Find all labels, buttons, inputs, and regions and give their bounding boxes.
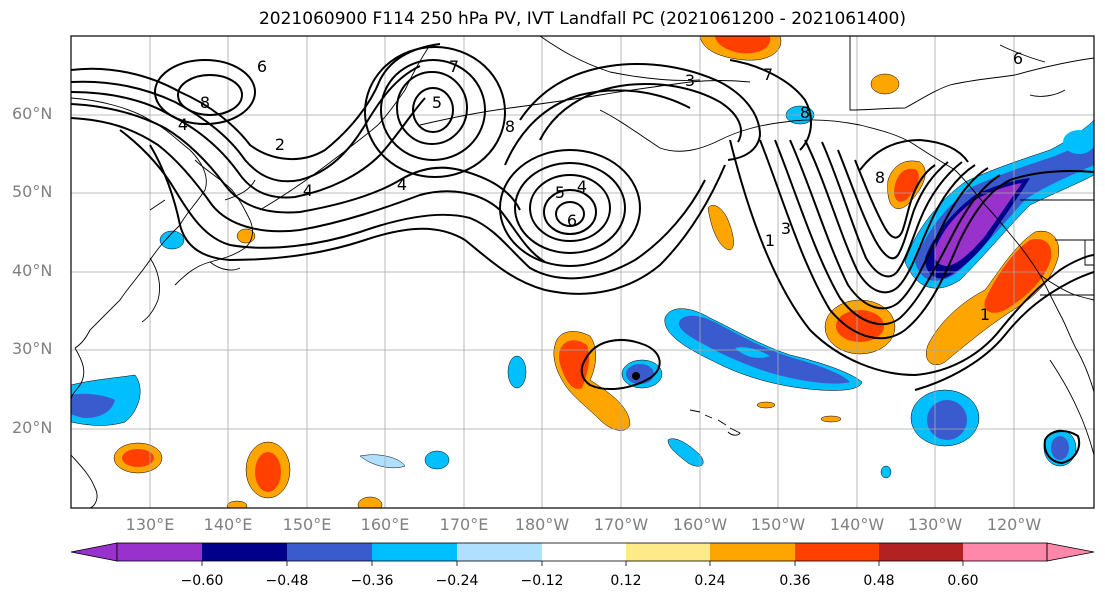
colorbar-max-arrow: [1046, 542, 1095, 562]
map-frame: [70, 35, 1095, 509]
colorbar-tick-label: −0.12: [520, 573, 564, 589]
colorbar-segment: [963, 543, 1047, 561]
colorbar: [70, 542, 1095, 566]
negative-anomaly: [159, 230, 185, 250]
colorbar-tick-label: −0.24: [435, 573, 479, 589]
contour-label: 1: [980, 305, 990, 324]
colorbar-segment: [372, 543, 457, 561]
positive-anomaly: [357, 496, 383, 508]
contour-label: 5: [432, 93, 442, 112]
contour-label: 3: [781, 219, 791, 238]
contour-label: 4: [397, 175, 407, 194]
contour-label: 4: [303, 181, 313, 200]
lon-label: 150°W: [750, 515, 806, 534]
lon-label: 160°W: [672, 515, 728, 534]
lon-label: 170°E: [439, 515, 489, 534]
pv-contours: [71, 43, 1094, 465]
contour-label: 8: [200, 93, 210, 112]
contour-label: 3: [685, 71, 695, 90]
contour-label: 7: [449, 57, 459, 76]
lon-label: 160°E: [360, 515, 410, 534]
lon-label: 150°E: [282, 515, 332, 534]
colorbar-tick-label: 0.12: [610, 573, 642, 589]
contour-label: 2: [275, 135, 285, 154]
negative-anomaly: [359, 454, 406, 469]
contour-label: 7: [763, 65, 773, 84]
contour-label: 1: [765, 231, 775, 250]
colorbar-segment: [457, 543, 542, 561]
contour-labels: 6 8 4 2 4 4 7 5 8 5 4 6 3 7 8 1 3 8 1 6: [178, 49, 1023, 324]
contour-label: 6: [567, 211, 577, 230]
positive-anomaly: [870, 73, 900, 95]
contour-label: 6: [257, 57, 267, 76]
contour-label: 6: [1013, 49, 1023, 68]
positive-anomaly: [894, 168, 919, 202]
colorbar-segment: [202, 543, 287, 561]
positive-anomaly: [820, 415, 842, 423]
colorbar-tick-label: 0.36: [779, 573, 811, 589]
colorbar-tick-label: 0.48: [863, 573, 895, 589]
negative-anomaly: [927, 400, 967, 440]
negative-anomaly: [424, 450, 450, 470]
negative-anomaly: [1063, 130, 1094, 154]
lon-label: 130°W: [907, 515, 963, 534]
positive-anomaly: [715, 36, 771, 54]
colorbar-segment: [626, 543, 710, 561]
negative-anomaly: [507, 355, 527, 389]
negative-anomaly: [667, 438, 704, 467]
contour-label: 8: [875, 168, 885, 187]
positive-anomaly: [558, 340, 590, 389]
positive-anomaly: [756, 401, 776, 409]
pv-anomaly-fields: [71, 36, 1094, 508]
positive-anomaly: [836, 310, 884, 342]
colorbar-segment: [710, 543, 795, 561]
map-area: 6 8 4 2 4 4 7 5 8 5 4 6 3 7 8 1 3 8 1 6: [71, 36, 1094, 508]
positive-anomaly: [236, 228, 256, 244]
lon-label: 120°W: [986, 515, 1042, 534]
colorbar-tick-label: −0.60: [180, 573, 224, 589]
lon-label: 140°E: [203, 515, 253, 534]
negative-anomaly: [934, 183, 1022, 266]
lat-label: 20°N: [12, 418, 53, 437]
colorbar-min-arrow: [70, 542, 118, 562]
colorbar-tick-label: 0.24: [694, 573, 726, 589]
lon-label: 140°W: [829, 515, 885, 534]
positive-anomaly: [122, 449, 154, 467]
contour-label: 4: [577, 177, 587, 196]
lat-label: 60°N: [12, 104, 53, 123]
positive-anomaly: [255, 452, 281, 492]
colorbar-tick-label: −0.36: [350, 573, 394, 589]
plot-title: 2021060900 F114 250 hPa PV, IVT Landfall…: [258, 9, 906, 29]
positive-anomaly: [707, 205, 734, 251]
positive-anomaly: [984, 239, 1052, 313]
colorbar-segment: [879, 543, 963, 561]
colorbar-tick-label: 0.60: [947, 573, 979, 589]
positive-anomaly: [226, 500, 248, 508]
colorbar-tick-label: −0.48: [265, 573, 309, 589]
contour-label: 8: [800, 103, 810, 122]
lat-label: 40°N: [12, 261, 53, 280]
contour-label: 4: [178, 115, 188, 134]
lon-label: 170°W: [593, 515, 649, 534]
negative-anomaly: [71, 393, 115, 418]
lon-label: 180°W: [514, 515, 570, 534]
lon-label: 130°E: [125, 515, 175, 534]
contour-label: 5: [555, 183, 565, 202]
colorbar-segment: [795, 543, 879, 561]
contour-label: 8: [505, 117, 515, 136]
lat-label: 50°N: [12, 182, 53, 201]
colorbar-segment: [287, 543, 372, 561]
negative-anomaly: [626, 364, 654, 384]
colorbar-segment: [542, 543, 626, 561]
lat-label: 30°N: [12, 339, 53, 358]
negative-anomaly: [880, 465, 892, 479]
colorbar-segment: [117, 543, 202, 561]
negative-anomaly: [1051, 436, 1069, 460]
